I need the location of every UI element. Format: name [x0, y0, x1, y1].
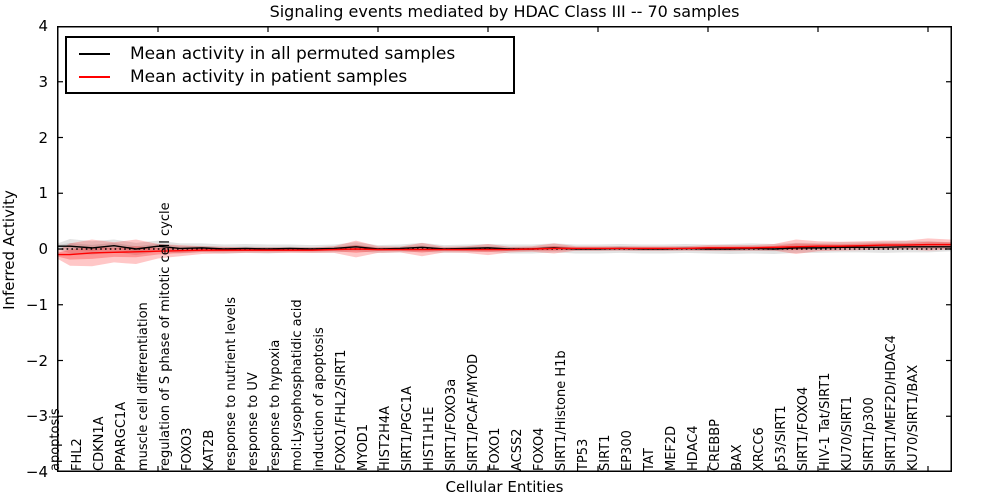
x-category-label: FOXO3 — [180, 427, 195, 471]
x-axis-label: Cellular Entities — [445, 478, 564, 496]
plot-area — [57, 26, 952, 472]
legend-label: Mean activity in patient samples — [130, 66, 408, 87]
legend-box: Mean activity in all permuted samples Me… — [65, 36, 515, 94]
x-category-label: response to nutrient levels — [224, 296, 239, 471]
permuted-mean-line — [57, 244, 952, 250]
x-category-label: TP53 — [576, 438, 591, 471]
patient-samples-spread — [57, 238, 952, 267]
x-category-label: HIST2H4A — [378, 405, 393, 471]
x-category-label: ACSS2 — [510, 428, 525, 471]
chart-title: Signaling events mediated by HDAC Class … — [269, 2, 740, 21]
x-category-label: response to hypoxia — [268, 339, 283, 471]
patient-mean-line — [57, 243, 952, 256]
x-category-label: SIRT1/Histone H1b — [554, 350, 569, 471]
patient-samples-spread-inner — [57, 241, 952, 260]
x-category-label: FOXO1 — [488, 427, 503, 471]
y-tick-label: 3 — [38, 72, 48, 91]
x-category-label: SIRT1/MEF2D/HDAC4 — [884, 335, 899, 471]
legend-item-patient: Mean activity in patient samples — [67, 65, 513, 88]
legend-item-permuted: Mean activity in all permuted samples — [67, 42, 513, 65]
x-category-label: SIRT1/FOXO4 — [796, 386, 811, 471]
legend-line-sample-red — [79, 75, 110, 78]
x-category-label: p53/SIRT1 — [774, 405, 789, 471]
x-category-label: KAT2B — [202, 429, 217, 471]
x-category-label: SIRT1/p300 — [862, 397, 877, 471]
x-category-label: HIV-1 Tat/SIRT1 — [818, 372, 833, 471]
y-tick-label: 4 — [38, 17, 48, 35]
x-category-label: SIRT1/PCAF/MYOD — [466, 353, 481, 471]
y-tick-label: 2 — [38, 128, 48, 147]
y-tick-label: −2 — [25, 351, 48, 370]
y-tick-label: −1 — [25, 295, 48, 314]
x-category-label: SIRT1 — [598, 434, 613, 471]
x-category-label: SIRT1/FOXO3a — [444, 378, 459, 471]
x-category-label: XRCC6 — [752, 427, 767, 471]
x-category-label: response to UV — [246, 372, 261, 471]
x-category-label: mol:Lysophosphatidic acid — [290, 299, 305, 471]
legend-line-sample-black — [79, 52, 110, 55]
y-tick-label: 0 — [38, 240, 48, 258]
x-category-label: HIST1H1E — [422, 406, 437, 471]
x-category-label: SIRT1/PGC1A — [400, 386, 415, 471]
x-category-label: regulation of S phase of mitotic cell cy… — [158, 202, 173, 471]
x-category-label: FOXO4 — [532, 427, 547, 471]
x-category-label: MEF2D — [664, 425, 679, 471]
x-category-label: CREBBP — [708, 419, 723, 471]
x-category-label: HDAC4 — [686, 425, 701, 471]
y-tick-label: −4 — [25, 463, 48, 481]
x-category-label: FOXO1/FHL2/SIRT1 — [334, 349, 349, 471]
x-category-label: TAT — [642, 448, 657, 471]
x-category-label: KU70/SIRT1/BAX — [906, 364, 921, 471]
x-category-label: apoptosis — [48, 408, 63, 471]
permuted-samples-spread — [57, 238, 952, 256]
x-category-label: muscle cell differentiation — [136, 302, 151, 471]
x-category-label: MYOD1 — [356, 424, 371, 471]
legend-label: Mean activity in all permuted samples — [130, 43, 456, 64]
x-category-label: KU70/SIRT1 — [840, 396, 855, 471]
x-category-label: CDKN1A — [92, 416, 107, 471]
x-category-label: BAX — [730, 444, 745, 471]
x-category-label: PPARGC1A — [114, 401, 129, 471]
x-category-label: EP300 — [620, 430, 635, 471]
x-category-label: induction of apoptosis — [312, 327, 327, 471]
x-category-label: FHL2 — [70, 438, 85, 471]
y-tick-label: 1 — [38, 184, 48, 203]
y-tick-label: −3 — [25, 407, 48, 426]
